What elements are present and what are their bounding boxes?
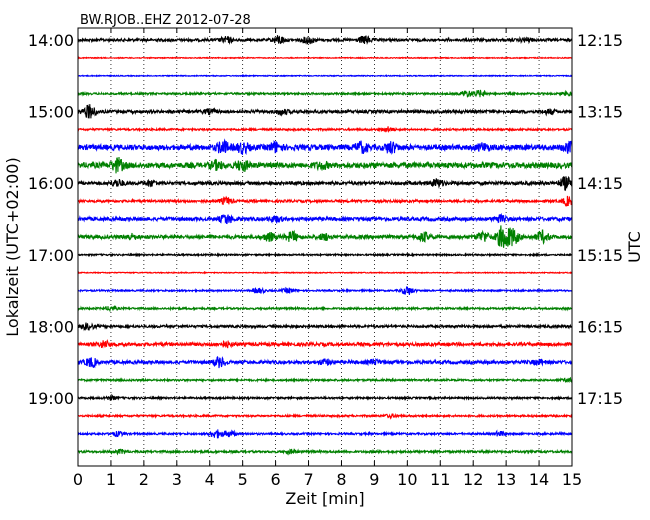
x-axis-label: Zeit [min]: [285, 489, 364, 508]
trace-row: [77, 74, 573, 78]
x-tick-label: 13: [496, 470, 516, 489]
x-tick-label: 3: [172, 470, 182, 489]
x-tick-label: 4: [205, 470, 215, 489]
trace-row: [77, 212, 573, 225]
right-tick-label: 12:15: [577, 31, 623, 50]
trace-row: [77, 195, 573, 207]
trace-row: [77, 412, 573, 420]
chart-title: BW.RJOB..EHZ 2012-07-28: [80, 13, 251, 28]
trace-row: [77, 393, 573, 401]
x-tick-label: 11: [430, 470, 450, 489]
left-tick-label: 19:00: [28, 389, 74, 408]
x-tick-label: 5: [238, 470, 248, 489]
left-tick-label: 18:00: [28, 317, 74, 336]
trace-row: [77, 35, 573, 46]
trace-row: [77, 429, 573, 439]
x-tick-label: 8: [336, 470, 346, 489]
trace-row: [77, 126, 573, 133]
x-tick-label: 2: [139, 470, 149, 489]
left-tick-label: 17:00: [28, 246, 74, 265]
y-axis-label-left: Lokalzeit (UTC+02:00): [3, 157, 22, 336]
x-tick-label: 9: [369, 470, 379, 489]
trace-row: [77, 156, 573, 174]
right-tick-label: 16:15: [577, 317, 623, 336]
trace-row: [77, 56, 573, 60]
trace-row: [77, 356, 573, 369]
x-tick-label: 6: [271, 470, 281, 489]
x-tick-label: 1: [106, 470, 116, 489]
trace-row: [77, 138, 573, 156]
trace-row: [77, 286, 573, 296]
plot-frame: [77, 27, 573, 467]
trace-row: [77, 305, 573, 313]
y-axis-label-right: UTC: [625, 231, 644, 263]
x-tick-label: 7: [303, 470, 313, 489]
traces-layer: [77, 35, 573, 456]
right-tick-label: 15:15: [577, 246, 623, 265]
trace-row: [77, 175, 573, 192]
trace-row: [77, 225, 573, 248]
x-tick-label: 14: [529, 470, 549, 489]
left-tick-label: 15:00: [28, 103, 74, 122]
x-tick-label: 0: [73, 470, 83, 489]
x-tick-label: 15: [562, 470, 582, 489]
trace-row: [77, 376, 573, 384]
right-tick-label: 14:15: [577, 174, 623, 193]
trace-row: [77, 270, 573, 275]
ticks-layer: 0 1 2 3 4 5 6 7 8 9 10 11 12 13 14 1514:0015:0016:0017:…: [28, 28, 623, 489]
trace-row: [77, 322, 573, 332]
trace-row: [77, 104, 573, 119]
trace-row: [77, 339, 573, 349]
left-tick-label: 14:00: [28, 31, 74, 50]
x-tick-label: 12: [463, 470, 483, 489]
x-tick-label: 10: [397, 470, 417, 489]
trace-row: [77, 89, 573, 98]
right-tick-label: 13:15: [577, 103, 623, 122]
trace-row: [77, 448, 573, 456]
trace-row: [77, 251, 573, 258]
left-tick-label: 16:00: [28, 174, 74, 193]
right-tick-label: 17:15: [577, 389, 623, 408]
